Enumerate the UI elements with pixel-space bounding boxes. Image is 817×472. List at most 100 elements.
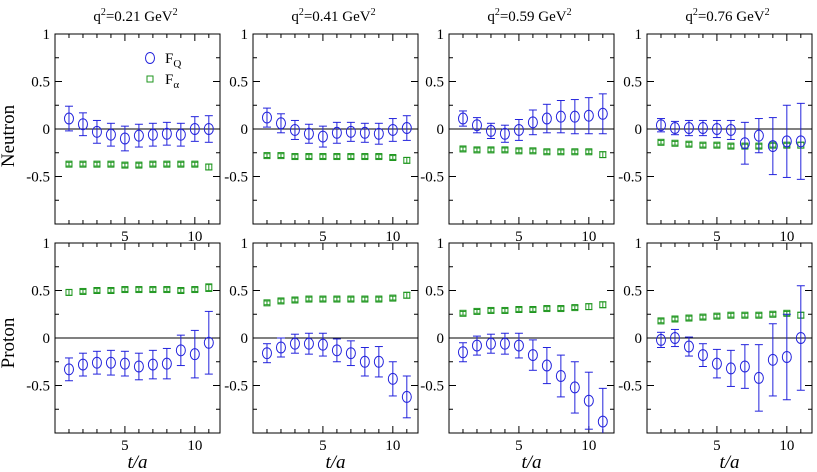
x-axis-label-1: t/a xyxy=(127,452,147,472)
f-alpha-point xyxy=(177,287,185,294)
panel-4: -0.5 0 0.5 1 5 10 xyxy=(618,27,813,245)
f-q-point xyxy=(387,372,398,385)
f-q-point xyxy=(119,357,130,370)
x-axis-label-4: t/a xyxy=(719,452,739,472)
f-q-point xyxy=(781,351,792,363)
series-f-q xyxy=(457,93,608,143)
f-q-point xyxy=(105,356,116,369)
y-tick-label: 0.5 xyxy=(623,284,642,300)
x-tick-label: 5 xyxy=(121,229,129,245)
f-alpha-point xyxy=(727,311,735,319)
f-q-point xyxy=(203,336,214,349)
f-q-point xyxy=(133,129,144,142)
y-tick-label: 0 xyxy=(437,122,445,138)
f-q-point xyxy=(669,122,680,135)
f-q-point xyxy=(569,381,580,394)
series-f-alpha xyxy=(657,309,805,325)
f-alpha-point xyxy=(585,148,593,156)
f-alpha-point xyxy=(557,148,565,156)
f-alpha-point xyxy=(191,160,199,168)
legend-f-q-label: FQ xyxy=(165,51,181,70)
f-q-point xyxy=(77,118,88,131)
series-f-alpha xyxy=(459,301,607,317)
f-alpha-point xyxy=(291,153,299,161)
y-tick-label: -0.5 xyxy=(224,170,248,186)
f-alpha-point xyxy=(333,153,341,161)
f-q-point xyxy=(133,360,144,373)
f-alpha-point xyxy=(277,152,285,160)
y-tick-label: 0.5 xyxy=(623,75,642,91)
f-alpha-point xyxy=(305,295,313,303)
y-tick-label: 1 xyxy=(437,27,445,43)
f-q-point xyxy=(711,357,722,370)
f-q-point xyxy=(303,127,314,140)
series-f-alpha xyxy=(263,152,411,164)
f-q-point xyxy=(767,353,778,366)
panel-6: -0.5 0 0.5 1 5 10 xyxy=(224,236,419,454)
column-title-sup: 2 xyxy=(299,7,304,18)
f-q-point xyxy=(795,332,806,344)
f-q-point xyxy=(725,362,736,375)
column-title-unit-sup: 2 xyxy=(567,7,572,18)
x-tick-label: 10 xyxy=(581,438,596,454)
f-alpha-point xyxy=(685,314,693,322)
y-tick-label: -0.5 xyxy=(618,170,642,186)
f-alpha-point xyxy=(347,153,355,161)
panel-5: -0.5 0 0.5 1 5 10 xyxy=(26,236,221,454)
f-alpha-point xyxy=(473,146,481,154)
f-alpha-point xyxy=(163,286,171,294)
f-q-point xyxy=(471,339,482,352)
f-q-point xyxy=(697,349,708,362)
f-q-point xyxy=(401,122,412,135)
series-f-alpha xyxy=(459,145,607,159)
f-q-point xyxy=(119,132,130,145)
f-q-point xyxy=(485,124,496,137)
column-title-value: =0.76 GeV xyxy=(698,9,765,25)
f-alpha-point xyxy=(361,295,369,303)
f-q-point xyxy=(527,116,538,129)
f-q-point xyxy=(289,337,300,350)
y-tick-label: 1 xyxy=(241,27,249,43)
f-alpha-point xyxy=(65,288,73,296)
y-tick-label: 0 xyxy=(437,331,445,347)
f-alpha-point xyxy=(769,310,777,318)
x-tick-label: 5 xyxy=(515,438,523,454)
y-tick-label: 1 xyxy=(43,236,51,252)
f-alpha-point xyxy=(121,161,129,169)
f-q-point xyxy=(275,117,286,130)
f-q-point xyxy=(317,338,328,351)
f-alpha-point xyxy=(571,304,579,312)
y-tick-label: 0 xyxy=(43,331,51,347)
series-f-alpha xyxy=(65,283,213,296)
column-title-sup: 2 xyxy=(495,7,500,18)
column-title-sup: 2 xyxy=(101,7,106,18)
f-alpha-point xyxy=(529,306,537,313)
f-q-point xyxy=(91,356,102,369)
f-q-point xyxy=(683,122,694,135)
f-q-point xyxy=(261,111,272,124)
x-tick-label: 5 xyxy=(121,438,129,454)
f-alpha-point xyxy=(149,160,157,168)
legend-f-q-sub: Q xyxy=(173,58,181,70)
f-alpha-point xyxy=(501,146,509,154)
f-alpha-point xyxy=(79,287,87,295)
f-alpha-point xyxy=(755,311,763,319)
f-q-point xyxy=(555,110,566,123)
panel-2: -0.5 0 0.5 1 5 10 xyxy=(224,27,419,245)
y-tick-label: 0.5 xyxy=(31,284,50,300)
f-alpha-point xyxy=(599,151,607,159)
f-alpha-point xyxy=(277,297,285,305)
x-tick-label: 5 xyxy=(319,438,327,454)
column-title-q: q xyxy=(291,9,299,25)
legend-f-alpha-sub: α xyxy=(173,79,179,91)
x-axis-label-2: t/a xyxy=(325,452,345,472)
row-label-proton: Proton xyxy=(0,317,19,368)
f-q-point xyxy=(189,348,200,361)
y-tick-label: 1 xyxy=(43,27,51,43)
f-q-point xyxy=(331,344,342,357)
y-tick-label: 0.5 xyxy=(229,284,248,300)
f-alpha-point xyxy=(685,140,693,148)
f-q-point xyxy=(767,140,778,153)
legend-f-q-marker xyxy=(145,52,155,64)
